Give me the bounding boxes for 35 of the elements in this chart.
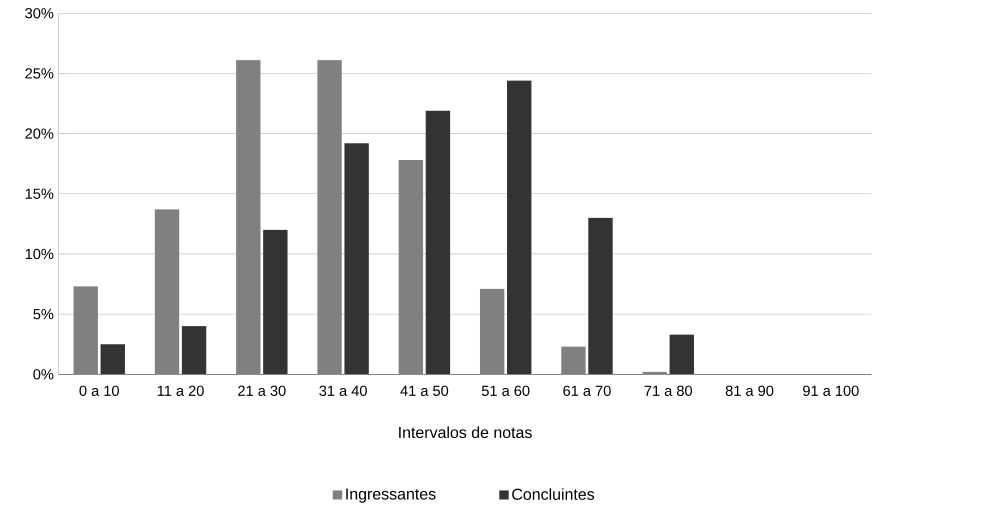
bar [317, 60, 342, 374]
x-tick-label: 0 a 10 [79, 386, 119, 396]
bar [74, 286, 98, 374]
x-tick-label: 41 a 50 [400, 386, 448, 396]
bar [344, 143, 369, 374]
x-tick-label: 61 a 70 [563, 386, 611, 396]
y-tick-label: 15% [26, 188, 54, 200]
bar [588, 218, 613, 374]
y-tick-label: 0% [33, 369, 54, 380]
x-tick-label: 71 a 80 [644, 386, 692, 396]
bar [670, 334, 694, 374]
bar [561, 346, 586, 374]
bar [507, 80, 532, 374]
x-axis-title: Intervalos de notas [399, 426, 532, 438]
y-tick-label: 5% [33, 309, 54, 320]
bar [182, 326, 206, 374]
y-tick-label: 20% [25, 128, 54, 139]
legend-label: Concluintes [512, 488, 594, 500]
bar [154, 210, 180, 374]
x-tick-label: 91 a 100 [803, 386, 859, 396]
x-tick-label: 51 a 60 [482, 386, 530, 396]
bar [480, 289, 504, 374]
bar [236, 60, 260, 374]
x-tick-label: 81 a 90 [726, 386, 774, 396]
x-tick-label: 21 a 30 [238, 386, 286, 396]
bar [263, 230, 288, 374]
legend-label: Ingressantes [346, 488, 436, 503]
bar [398, 160, 424, 374]
bar [100, 344, 125, 374]
y-tick-label: 25% [25, 68, 54, 79]
x-tick-label: 31 a 40 [319, 386, 367, 396]
x-tick-label: 11 a 20 [158, 386, 204, 396]
bar [426, 110, 450, 374]
y-tick-label: 10% [26, 248, 54, 260]
y-tick-label: 30% [25, 8, 54, 19]
